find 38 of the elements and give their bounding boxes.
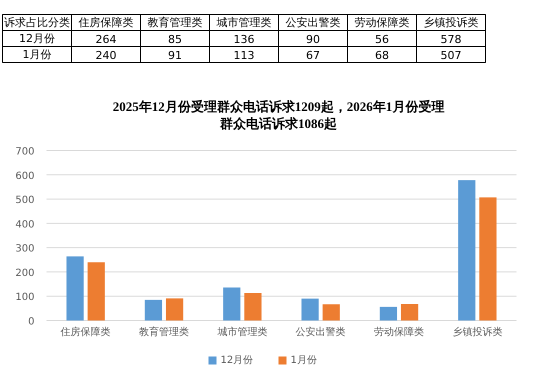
data-label: 578 — [440, 33, 462, 46]
text: 1月份 — [22, 48, 52, 61]
category-label: 劳动保障类 — [354, 16, 410, 29]
data-label: 136 — [234, 33, 254, 46]
text: 诉求占比分类 — [4, 16, 70, 29]
y-tick-label: 500 — [15, 195, 35, 206]
category-label: 乡镇投诉类 — [424, 16, 478, 29]
y-tick-label: 100 — [15, 292, 35, 304]
data-label: 240 — [96, 49, 116, 62]
x-tick-label: 劳动保障类 — [374, 326, 424, 338]
y-tick-label: 600 — [15, 170, 35, 182]
x-tick-label: 住房保障类 — [60, 326, 111, 338]
data-label: 91 — [168, 49, 182, 62]
legend-label: 1月份 — [290, 355, 317, 366]
category-label: 教育管理类 — [148, 16, 202, 29]
data-label: 90 — [306, 33, 320, 46]
text: 12月份 — [19, 32, 55, 45]
y-tick-label: 0 — [28, 316, 35, 328]
category-label: 住房保障类 — [78, 16, 134, 29]
x-tick-label: 公安出警类 — [296, 326, 346, 338]
data-label: 68 — [375, 49, 389, 62]
data-label: 85 — [168, 33, 182, 46]
y-tick-label: 400 — [15, 219, 35, 230]
y-tick-label: 700 — [15, 146, 35, 158]
data-label: 113 — [234, 49, 254, 62]
y-tick-label: 300 — [15, 244, 35, 255]
data-label: 507 — [440, 49, 462, 62]
x-tick-label: 城市管理类 — [216, 326, 268, 338]
x-tick-label: 乡镇投诉类 — [452, 326, 502, 338]
legend-label: 12月份 — [220, 355, 254, 366]
x-tick-label: 教育管理类 — [139, 326, 189, 338]
category-label: 公安出警类 — [286, 16, 340, 29]
data-label: 56 — [375, 33, 389, 46]
chart-title: 2025年12月份受理群众电话诉求1209起，2026年1月份受理群众电话诉求1086起 — [112, 99, 444, 131]
data-label: 67 — [306, 49, 320, 62]
data-label: 264 — [96, 33, 116, 46]
category-label: 城市管理类 — [216, 16, 272, 29]
y-tick-label: 200 — [15, 268, 35, 279]
